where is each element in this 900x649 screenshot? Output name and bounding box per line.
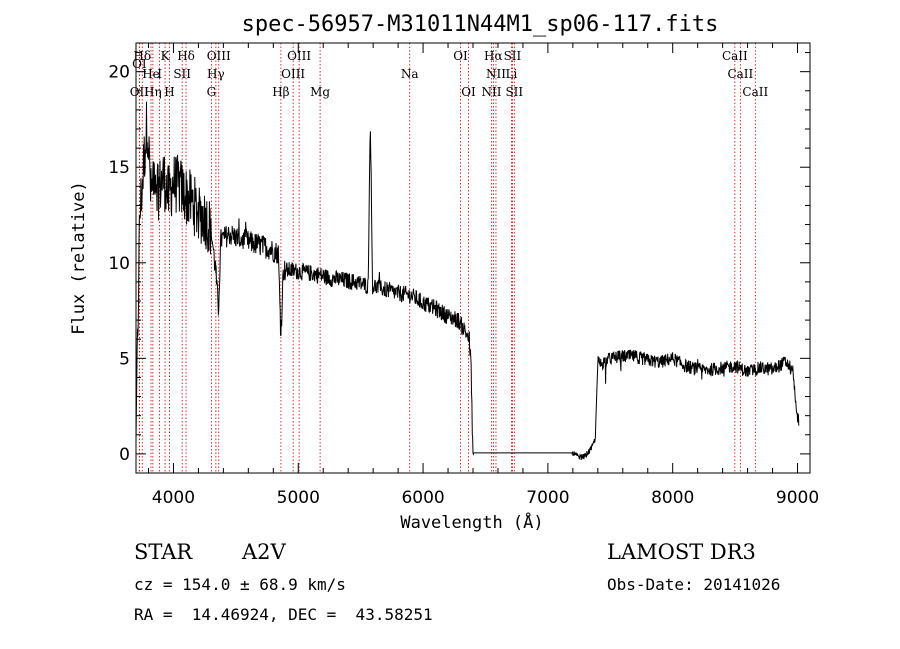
observation-date: Obs-Date: 20141026 xyxy=(607,575,781,594)
y-tick-label: 0 xyxy=(119,445,130,465)
spectral-line-label: OIII xyxy=(287,49,311,63)
spectral-line-label: OI xyxy=(461,85,476,99)
y-axis-title: Flux (relative) xyxy=(69,181,89,335)
x-tick-label: 5000 xyxy=(277,488,320,508)
spectral-line-label: Hδ xyxy=(177,49,195,63)
plot-frame xyxy=(135,42,811,474)
spectral-line-markers xyxy=(138,43,756,473)
spectral-line-label: OI xyxy=(453,49,468,63)
x-tick-label: 4000 xyxy=(152,488,195,508)
redshift-readout: cz = 154.0 ± 68.9 km/s xyxy=(134,575,346,594)
spectral-line-label: Na xyxy=(401,67,419,81)
spectral-line-label: SII xyxy=(505,85,523,99)
survey-name: LAMOST DR3 xyxy=(607,540,756,564)
spectral-line-label: SII xyxy=(173,67,191,81)
spectral-line-label: Li xyxy=(506,67,518,81)
x-tick-label: 8000 xyxy=(651,488,694,508)
y-tick-label: 5 xyxy=(119,349,130,369)
spectral-line-label: OII xyxy=(130,85,150,99)
spectral-line-label: OIII xyxy=(281,67,305,81)
spectral-line-label: CaII xyxy=(727,67,753,81)
x-tick-label: 9000 xyxy=(776,488,819,508)
spectral-line-label: G xyxy=(207,85,217,99)
spectral-line-label: OIII xyxy=(207,49,231,63)
chart-title: spec-56957-M31011N44M1_sp06-117.fits xyxy=(242,12,719,37)
x-axis-title: Wavelength (Å) xyxy=(400,511,543,533)
object-subclass: A2V xyxy=(242,540,286,564)
spectral-line-label: K xyxy=(161,49,171,63)
spectral-line-label: Hη xyxy=(144,85,162,99)
y-tick-label: 15 xyxy=(108,158,130,178)
spectral-line-label: Hγ xyxy=(207,67,225,81)
spectral-line-label: Hα xyxy=(484,49,503,63)
y-tick-label: 10 xyxy=(108,254,130,274)
coordinates-readout: RA = 14.46924, DEC = 43.58251 xyxy=(134,605,433,624)
flux-series-line xyxy=(135,101,800,460)
object-class: STAR xyxy=(134,540,193,564)
spectral-line-label: NII xyxy=(486,67,506,81)
spectral-line-label: CaII xyxy=(722,49,748,63)
spectral-line-label: Hβ xyxy=(272,85,289,99)
spectral-line-label: SII xyxy=(504,49,522,63)
spectral-line-label: He xyxy=(142,67,160,81)
x-tick-label: 6000 xyxy=(401,488,444,508)
spectral-line-label: NII xyxy=(481,85,501,99)
y-tick-label: 20 xyxy=(108,63,130,83)
spectral-line-label: Mg xyxy=(310,85,330,99)
spectral-line-label: I xyxy=(157,67,162,81)
x-tick-label: 7000 xyxy=(526,488,569,508)
spectral-line-label: H xyxy=(164,85,174,99)
spectral-line-label: CaII xyxy=(742,85,768,99)
axis-ticks: 4000 5000 6000 7000 8000 9000 0 5 10 15 20 xyxy=(108,43,819,508)
